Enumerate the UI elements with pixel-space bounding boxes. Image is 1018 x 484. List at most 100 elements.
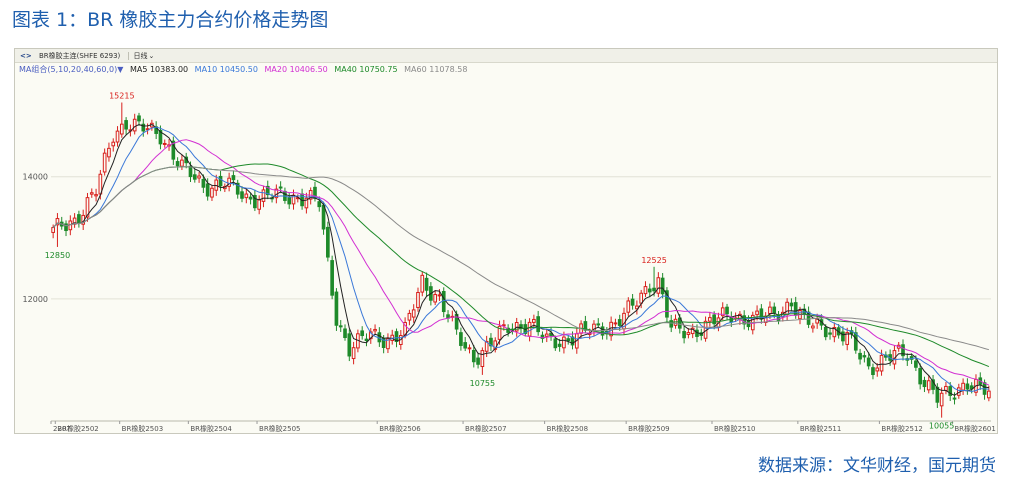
candle-body <box>231 175 236 181</box>
candle-body <box>162 142 167 145</box>
x-tick-label: 2207 <box>53 425 71 433</box>
candle-body <box>647 288 652 293</box>
x-tick-label: BR橡胶2504 <box>190 424 232 433</box>
x-tick-label: BR橡胶2511 <box>800 424 841 433</box>
candle-body <box>351 347 356 360</box>
candle-body <box>952 397 957 400</box>
figure-caption: 图表 1：BR 橡胶主力合约价格走势图 <box>12 9 329 31</box>
candle-body <box>785 301 789 315</box>
candle-body <box>304 197 309 209</box>
ma-line-ma5 <box>52 124 989 396</box>
candle-body <box>373 328 377 332</box>
candle-body <box>107 147 111 158</box>
candle-body <box>338 325 343 328</box>
candle-body <box>532 318 536 323</box>
candle-body <box>875 367 880 372</box>
candle-body <box>527 321 532 337</box>
candle-body <box>720 307 725 317</box>
candle-body <box>89 192 94 195</box>
candle-body <box>197 175 201 179</box>
candle-body <box>424 277 429 291</box>
candle-body <box>502 324 506 327</box>
candle-body <box>437 294 442 297</box>
candle-body <box>240 191 244 199</box>
ma-readout-ma20: MA20 10406.50 <box>264 65 328 74</box>
x-tick-label: BR橡胶2505 <box>259 424 300 433</box>
candle-body <box>828 332 832 335</box>
candle-body <box>866 357 871 367</box>
candle-body <box>811 325 815 329</box>
candle-body <box>540 334 545 339</box>
x-tick-label: BR橡胶2510 <box>714 424 755 433</box>
candle-body <box>180 159 184 167</box>
candle-body <box>364 338 369 342</box>
chart-toolbar: <> BR橡胶主连(SHFE 6293) 日线⌄ <box>15 49 997 63</box>
link-icon[interactable]: <> <box>20 52 32 60</box>
candle-body <box>330 260 334 296</box>
candle-body <box>669 320 674 328</box>
candle-body <box>643 286 648 295</box>
candle-body <box>841 331 845 342</box>
candle-body <box>961 382 965 391</box>
period-selector[interactable]: 日线⌄ <box>127 52 155 60</box>
candle-body <box>484 340 489 352</box>
candle-body <box>926 380 931 391</box>
candle-body <box>115 130 120 143</box>
x-tick-label: BR橡胶2512 <box>881 424 922 433</box>
high-price-annotation: 15215 <box>109 92 134 101</box>
candle-body <box>55 218 60 226</box>
candle-body <box>823 326 828 338</box>
candle-body <box>712 314 716 325</box>
candle-body <box>901 344 905 357</box>
candle-body <box>918 368 923 385</box>
ma-readout-ma40: MA40 10750.75 <box>334 65 398 74</box>
candle-body <box>652 287 656 292</box>
candle-body <box>394 331 399 343</box>
period-label: 日线 <box>133 52 148 60</box>
candle-body <box>536 316 540 333</box>
candle-body <box>141 123 146 132</box>
candle-body <box>137 115 141 122</box>
candle-body <box>343 328 347 339</box>
candle-body <box>347 333 352 357</box>
candle-body <box>969 385 974 390</box>
candle-body <box>987 390 991 399</box>
candle-body <box>489 337 493 347</box>
candle-body <box>119 123 124 135</box>
high-price-annotation: 12525 <box>641 256 666 265</box>
instrument-label: BR橡胶主连(SHFE 6293) <box>38 52 121 60</box>
candle-body <box>639 292 644 304</box>
candle-body <box>772 306 777 314</box>
candle-body <box>871 367 875 376</box>
candle-body <box>686 332 691 335</box>
candle-body <box>72 217 77 225</box>
low-price-annotation: 12850 <box>45 251 70 260</box>
chart-window: <> BR橡胶主连(SHFE 6293) 日线⌄ MA组合(5,10,20,40… <box>14 48 998 434</box>
candle-body <box>205 183 210 197</box>
candle-body <box>562 336 566 349</box>
candle-body <box>725 306 729 315</box>
candle-body <box>690 327 695 335</box>
candle-body <box>660 277 665 295</box>
candle-body <box>708 317 712 322</box>
candle-body <box>433 294 437 303</box>
candle-body <box>124 120 128 130</box>
candle-body <box>210 187 214 198</box>
candle-body <box>265 185 270 196</box>
candle-body <box>922 379 927 388</box>
candle-body <box>235 182 240 195</box>
candle-body <box>253 195 257 209</box>
candle-body <box>326 226 330 258</box>
candle-body <box>789 302 794 307</box>
y-tick-label: 12000 <box>23 295 48 304</box>
candle-body <box>626 300 631 313</box>
candle-body <box>914 360 918 368</box>
candle-body <box>201 178 206 188</box>
candle-body <box>566 338 571 342</box>
candle-body <box>768 306 772 315</box>
candle-body <box>192 174 197 180</box>
ma-group-selector[interactable]: MA组合(5,10,20,40,60,0)▼ <box>19 65 124 74</box>
x-tick-label: BR橡胶2502 <box>57 424 98 433</box>
candle-body <box>858 352 862 360</box>
